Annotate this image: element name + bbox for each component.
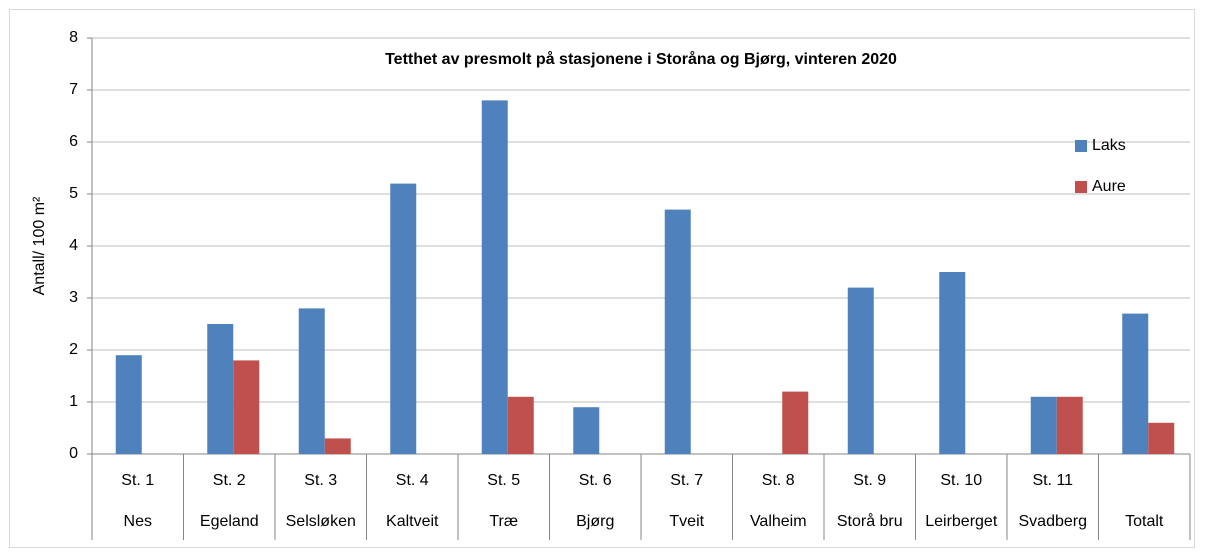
x-group-label: Leirberget: [925, 513, 998, 530]
x-group-label: Totalt: [1125, 513, 1164, 530]
x-group-label: Storå bru: [837, 512, 903, 530]
x-tick-label: St. 11: [1032, 472, 1073, 489]
x-tick-label: St. 2: [213, 472, 246, 489]
x-group-label: Bjørg: [576, 513, 614, 530]
bar: [1122, 313, 1149, 454]
bar: [324, 438, 351, 454]
legend-label: Laks: [1092, 137, 1126, 154]
bar: [207, 324, 234, 454]
bar: [507, 396, 534, 454]
bar: [847, 287, 874, 454]
x-group-label: Kaltveit: [386, 513, 439, 530]
x-group-label: Tveit: [669, 513, 704, 530]
bar: [481, 100, 508, 455]
y-tick-label: 4: [69, 237, 78, 254]
legend-label: Aure: [1092, 178, 1126, 195]
y-tick-label: 3: [69, 289, 78, 306]
x-tick-label: St. 5: [487, 472, 520, 489]
bar: [1148, 422, 1175, 454]
y-tick-label: 7: [69, 81, 78, 98]
bar: [233, 360, 260, 454]
x-tick-label: St. 7: [670, 472, 703, 489]
bar: [1056, 396, 1083, 454]
bar: [390, 183, 417, 454]
x-group-label: Egeland: [200, 513, 259, 530]
bar: [1030, 396, 1057, 454]
y-tick-label: 8: [69, 29, 78, 46]
x-tick-label: St. 1: [121, 472, 154, 489]
x-tick-label: St. 6: [579, 472, 612, 489]
chart-border: [9, 9, 1195, 548]
y-tick-label: 1: [69, 393, 78, 410]
y-axis-label: Antall/ 100 m²: [31, 196, 48, 295]
x-tick-label: St. 4: [396, 472, 429, 489]
x-group-label: Svadberg: [1019, 513, 1088, 530]
x-group-label: Træ: [489, 513, 518, 530]
x-group-label: Selsløken: [286, 513, 356, 530]
x-tick-label: St. 3: [304, 472, 337, 489]
bar: [298, 308, 325, 454]
x-group-label: Nes: [124, 513, 152, 530]
x-group-label: Valheim: [750, 513, 807, 530]
y-tick-label: 6: [69, 133, 78, 150]
bar: [782, 391, 809, 454]
y-tick-label: 2: [69, 341, 78, 358]
y-tick-label: 0: [69, 445, 78, 462]
x-tick-label: St. 10: [940, 472, 982, 489]
x-tick-label: St. 8: [762, 472, 795, 489]
x-tick-label: St. 9: [853, 472, 886, 489]
chart-title: Tetthet av presmolt på stasjonene i Stor…: [385, 50, 897, 68]
bar: [664, 209, 691, 454]
legend-swatch: [1075, 140, 1087, 152]
y-tick-label: 5: [69, 185, 78, 202]
legend-swatch: [1075, 181, 1087, 193]
bar: [115, 355, 142, 454]
bar: [573, 407, 600, 454]
bar: [939, 272, 966, 454]
